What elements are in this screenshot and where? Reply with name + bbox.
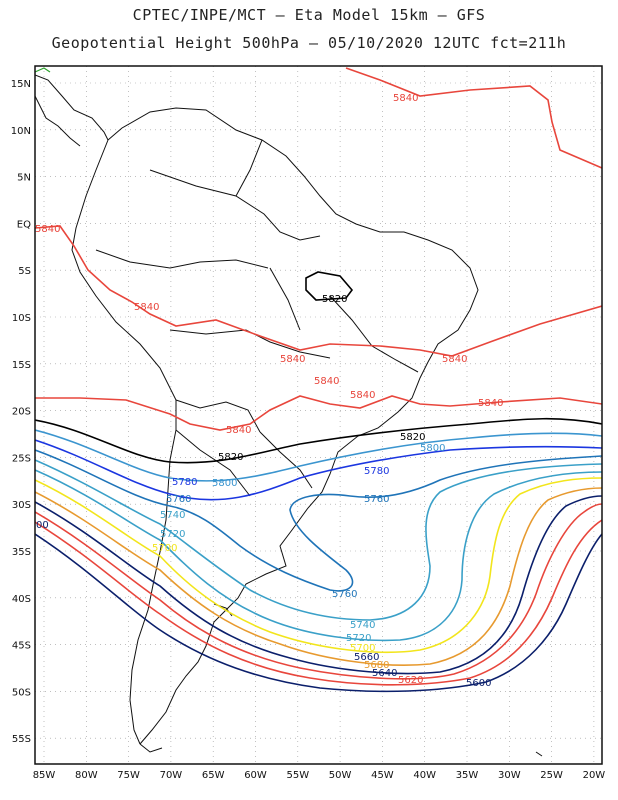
contour-label: 5840 — [442, 354, 467, 365]
lon-tick-label: 45W — [371, 770, 394, 781]
contour-label: 5760 — [364, 494, 389, 505]
lat-tick-label: 45S — [12, 641, 31, 652]
contour-label: 5720 — [346, 633, 371, 644]
lat-tick-label: EQ — [17, 219, 31, 230]
map-frame — [34, 65, 603, 765]
contour-label: 5620 — [398, 675, 423, 686]
green-contour-fragment — [35, 67, 51, 73]
lat-tick-label: 5N — [17, 173, 31, 184]
contour-label: 5700 — [350, 643, 375, 654]
lat-tick-label: 25S — [12, 453, 31, 464]
lon-tick-label: 65W — [202, 770, 225, 781]
map-title-line-1: CPTEC/INPE/MCT – Eta Model 15km – GFS — [132, 6, 486, 24]
lon-tick-label: 80W — [75, 770, 98, 781]
lat-tick-label: 35S — [12, 547, 31, 558]
lat-tick-label: 40S — [12, 594, 31, 605]
contour-label: 5700 — [152, 543, 177, 554]
lon-tick-label: 25W — [540, 770, 563, 781]
contour-label: 5800 — [420, 443, 445, 454]
contour-label: 5820 — [322, 294, 347, 305]
contours — [35, 67, 602, 693]
contour-label: 5780 — [364, 466, 389, 477]
contour-label: 5840 — [314, 376, 339, 387]
contour-label: 5840 — [393, 93, 418, 104]
contour-label: 5740 — [160, 510, 185, 521]
contour-label: 5840 — [280, 354, 305, 365]
contour-label: 5840 — [134, 302, 159, 313]
contour-label: 5840 — [478, 398, 503, 409]
contour-label: 5720 — [160, 529, 185, 540]
lat-tick-label: 10S — [12, 313, 31, 324]
contour-label: 5840 — [350, 390, 375, 401]
contour-label: 5600 — [466, 678, 491, 689]
lat-tick-label: 15S — [12, 360, 31, 371]
lat-tick-label: 50S — [12, 687, 31, 698]
contour-label: 5640 — [372, 668, 397, 679]
contour-label: 5840 — [226, 425, 251, 436]
contour-label: 5680 — [364, 660, 389, 671]
contour-label: 5760 — [332, 589, 357, 600]
contour-label: 5740 — [350, 620, 375, 631]
contour-label: 5760 — [166, 494, 191, 505]
contour-label: 5840 — [35, 224, 60, 235]
contour-labels: 5840 5840 5840 5840 5840 5840 5840 5840 … — [35, 93, 503, 689]
lon-tick-label: 35W — [456, 770, 479, 781]
lon-tick-label: 40W — [413, 770, 436, 781]
lon-tick-label: 85W — [33, 770, 56, 781]
contour-label: 5820 — [218, 452, 243, 463]
contour-label: 00 — [36, 520, 49, 531]
lon-tick-label: 55W — [286, 770, 309, 781]
lat-tick-label: 15N — [11, 79, 31, 90]
lon-tick-label: 75W — [117, 770, 140, 781]
map-title-line-2: Geopotential Height 500hPa – 05/10/2020 … — [51, 34, 567, 52]
coastline — [35, 74, 543, 757]
lat-tick-label: 20S — [12, 407, 31, 418]
map-grid — [35, 66, 602, 764]
lon-tick-label: 20W — [583, 770, 606, 781]
contour-label: 5660 — [354, 652, 379, 663]
lon-tick-label: 70W — [160, 770, 183, 781]
lon-tick-label: 30W — [498, 770, 521, 781]
lat-tick-label: 55S — [12, 734, 31, 745]
lon-tick-label: 60W — [244, 770, 267, 781]
contour-label: 5800 — [212, 478, 237, 489]
lat-tick-label: 30S — [12, 500, 31, 511]
lat-tick-label: 10N — [11, 126, 31, 137]
contour-label: 5780 — [172, 477, 197, 488]
map-axis-ticks: 15N 10N 5N EQ 5S 10S 15S 20S 25S 30S 35S 40S 45S 50S 5… — [11, 79, 606, 781]
lat-tick-label: 5S — [18, 266, 31, 277]
lon-tick-label: 50W — [329, 770, 352, 781]
contour-label: 5820 — [400, 432, 425, 443]
